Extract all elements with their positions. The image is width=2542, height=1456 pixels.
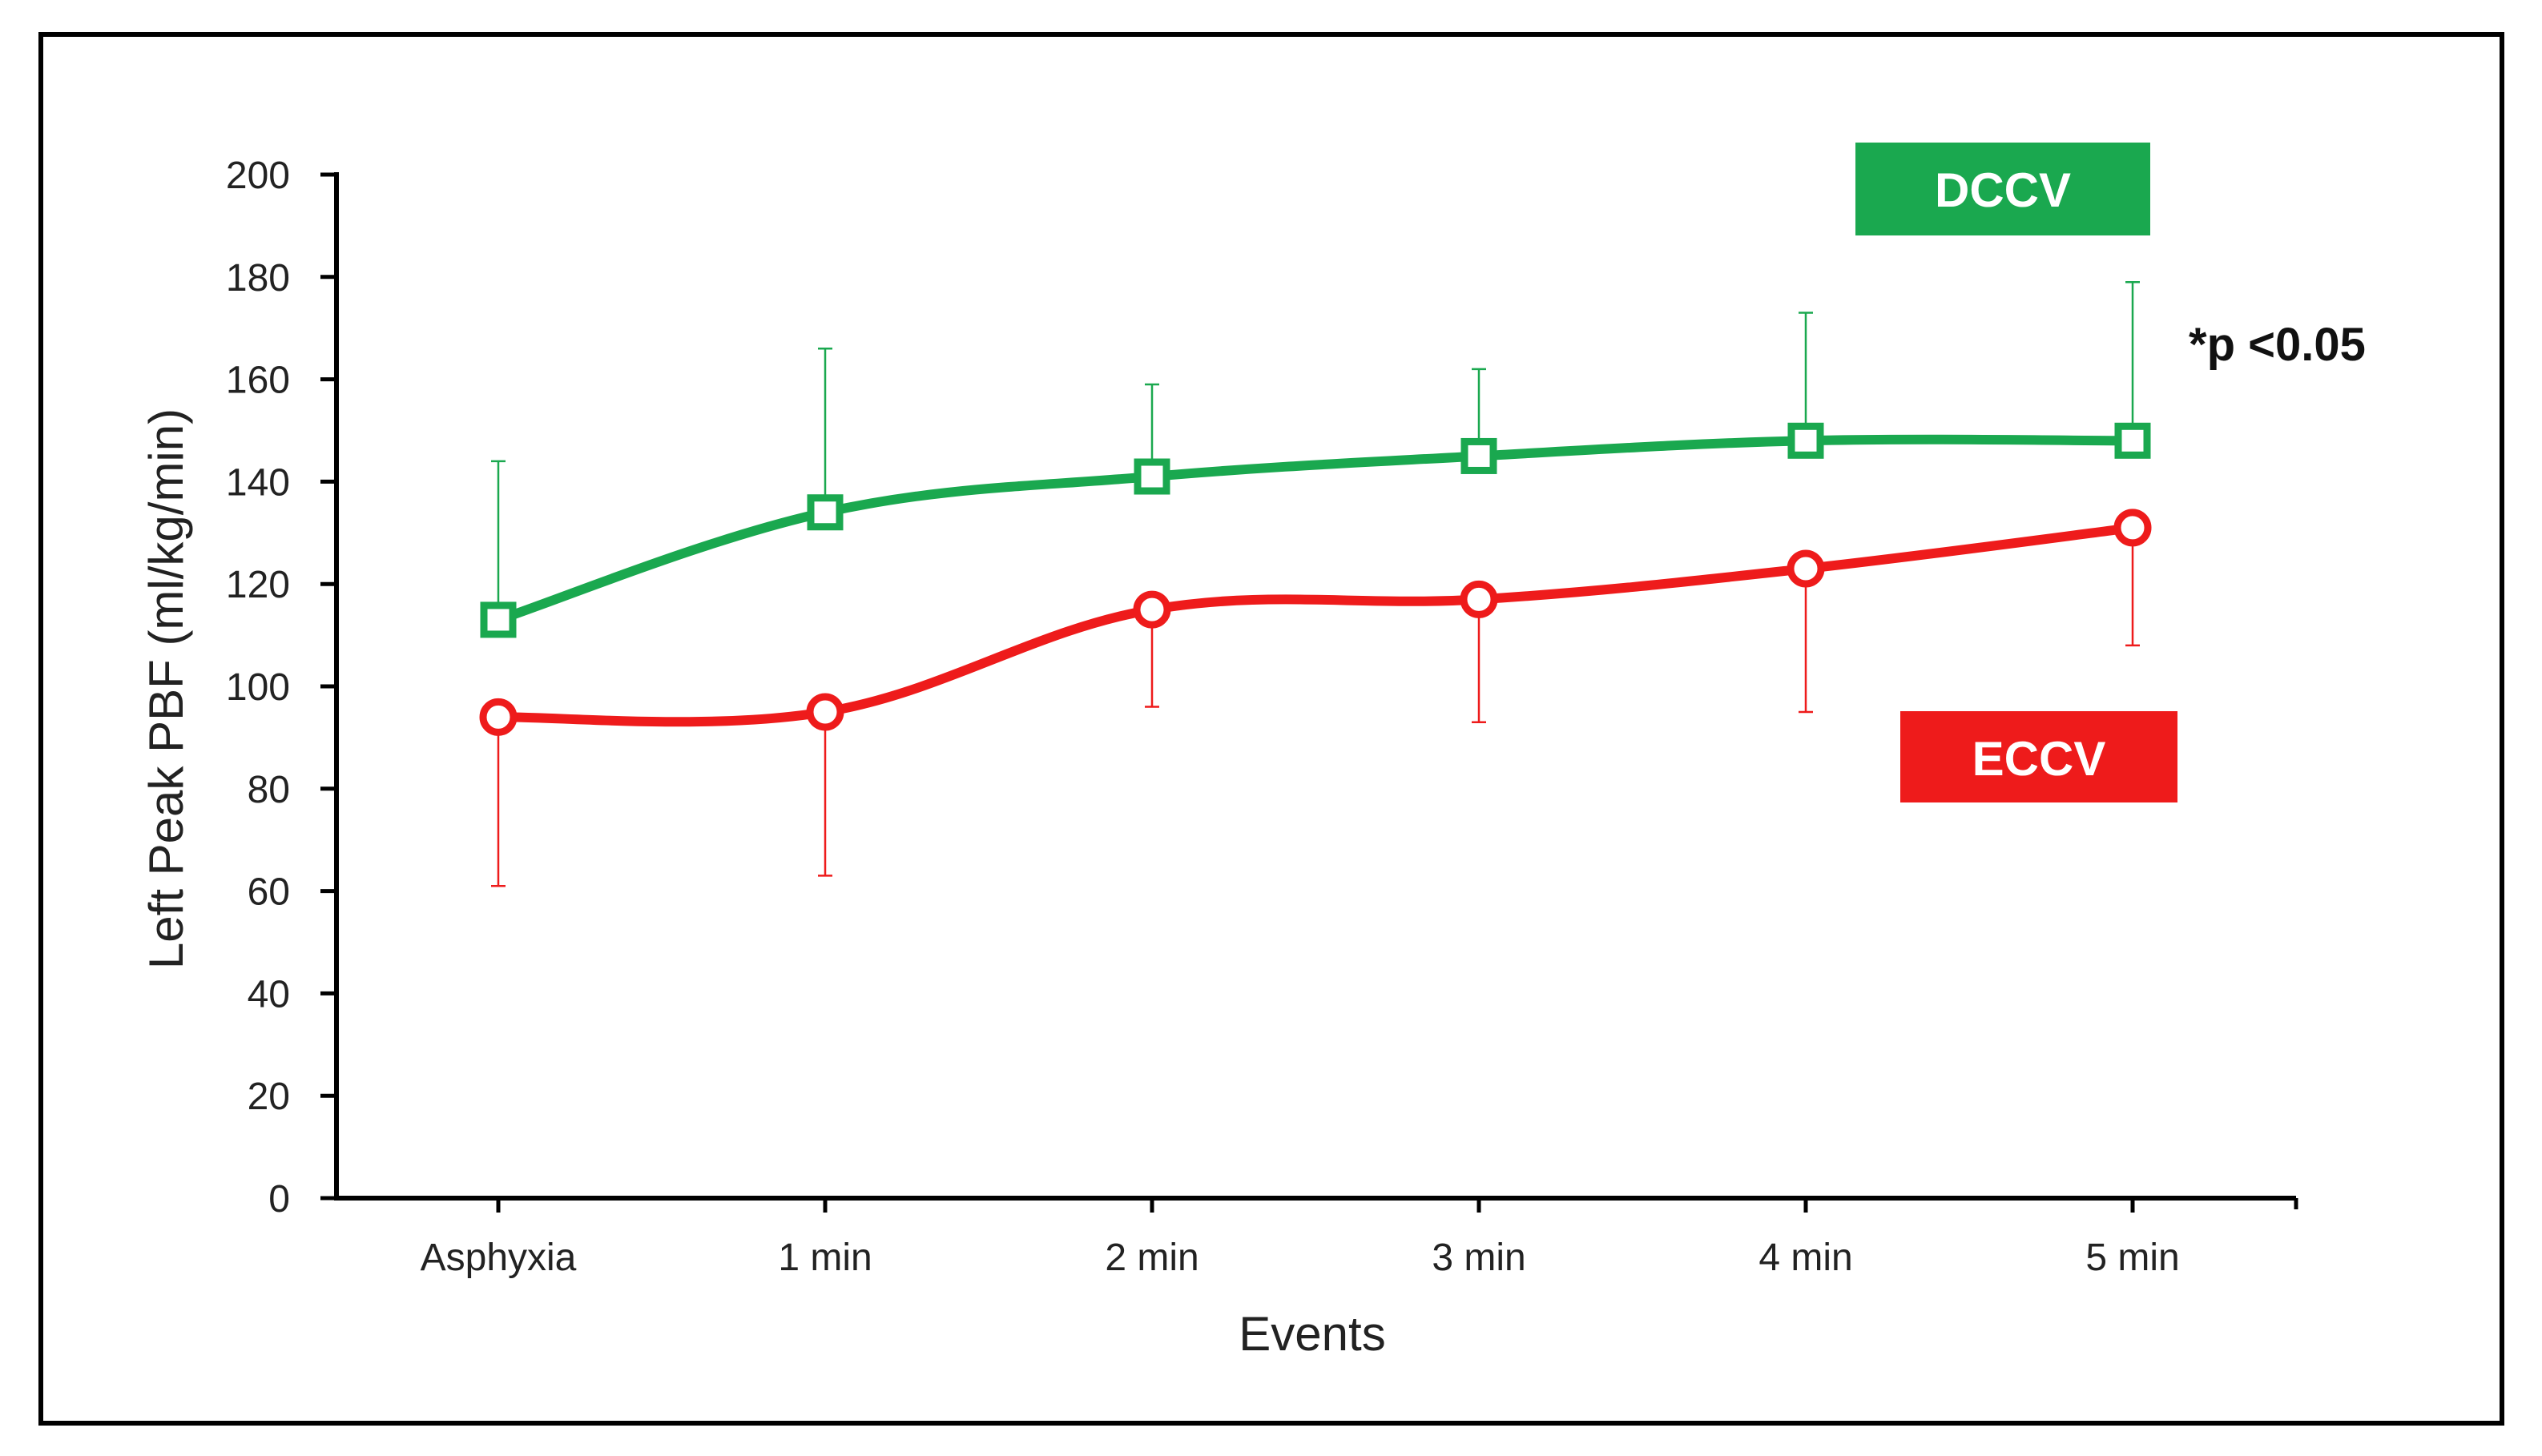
axes [334, 172, 2296, 1201]
y-tick-label: 40 [248, 973, 290, 1016]
eccv-point [479, 698, 518, 736]
dccv-point [807, 494, 844, 531]
x-tick-label: Asphyxia [421, 1237, 577, 1279]
legend-eccv-label: ECCV [1972, 732, 2106, 786]
legend-dccv-label: DCCV [1935, 163, 2071, 217]
y-tick-label: 80 [248, 769, 290, 811]
y-tick-label: 20 [248, 1076, 290, 1118]
chart-frame [38, 32, 2504, 1426]
dccv-point [1787, 422, 1824, 459]
eccv-point [2113, 509, 2152, 547]
legend-dccv-box [1855, 143, 2150, 235]
y-tick-label: 140 [226, 461, 290, 504]
y-ticks: 0 20 40 60 80 100 120 140 160 180 200 [226, 155, 336, 1221]
y-tick-label: 200 [226, 155, 290, 197]
y-tick-label: 100 [226, 666, 290, 709]
x-axis-title: Events [1239, 1307, 1385, 1361]
y-tick-label: 60 [248, 871, 290, 914]
y-tick-label: 160 [226, 360, 290, 402]
x-tick-label: 4 min [1758, 1237, 1852, 1279]
dccv-point [1134, 458, 1170, 495]
eccv-point [1133, 590, 1171, 629]
x-tick-label: 2 min [1105, 1237, 1198, 1279]
legend-eccv: ECCV [1900, 711, 2177, 802]
x-ticks: Asphyxia 1 min 2 min 3 min 4 min 5 min [421, 1198, 2298, 1279]
y-axis-title: Left Peak PBF (ml/kg/min) [139, 408, 193, 969]
x-tick-label: 1 min [778, 1237, 872, 1279]
eccv-point [806, 693, 844, 731]
dccv-series-line [493, 434, 2137, 625]
eccv-series-line [493, 522, 2137, 727]
y-tick-label: 0 [268, 1178, 290, 1221]
x-tick-label: 3 min [1432, 1237, 1525, 1279]
dccv-point [1460, 437, 1497, 474]
x-tick-label: 5 min [2085, 1237, 2179, 1279]
series-markers [479, 422, 2152, 736]
dccv-point [2114, 422, 2151, 459]
y-tick-label: 120 [226, 564, 290, 606]
eccv-point [1460, 580, 1498, 618]
y-tick-label: 180 [226, 257, 290, 300]
series-lines [493, 434, 2137, 727]
legend-dccv: DCCV [1855, 143, 2150, 235]
error-bars [491, 280, 2140, 887]
significance-annotation: *p <0.05 [2189, 319, 2366, 371]
legend-eccv-box [1900, 711, 2177, 802]
dccv-point [480, 601, 517, 638]
eccv-point [1787, 549, 1825, 588]
